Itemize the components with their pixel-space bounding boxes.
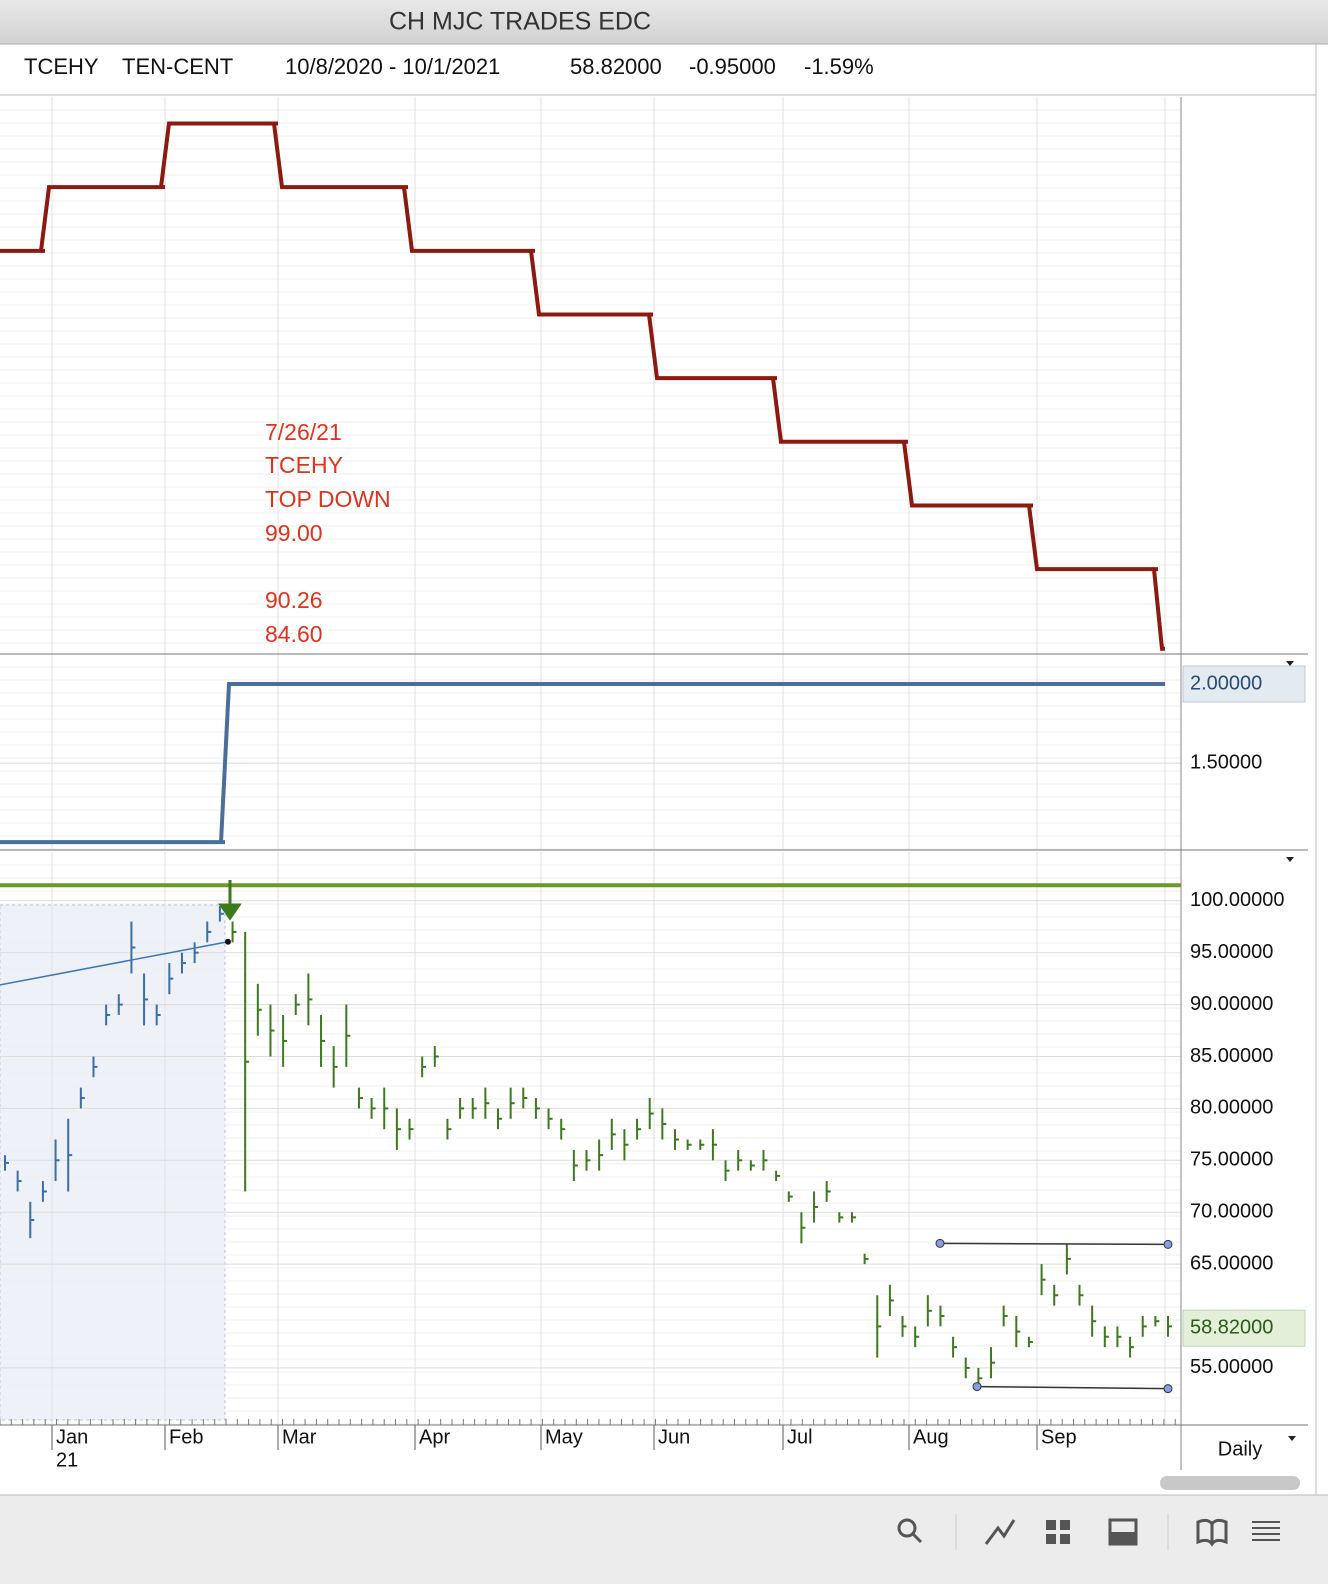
y-tick-label: 100.00000 (1190, 889, 1285, 911)
x-tick-label: Feb (169, 1426, 203, 1448)
x-tick-label: Jan (56, 1426, 88, 1448)
signal-arrow (218, 880, 242, 921)
step-line (902, 441, 1033, 508)
y-tick-label: 90.00000 (1190, 993, 1273, 1015)
step-line (159, 121, 278, 188)
trend-handle (1163, 1384, 1173, 1394)
y-tick-label: 55.00000 (1190, 1356, 1273, 1378)
trend-handle (1163, 1239, 1173, 1249)
step-line (529, 250, 653, 317)
step-line (647, 314, 777, 381)
step-line (402, 186, 535, 253)
change-percent: -1.59% (804, 54, 874, 79)
y-tick-label: 85.00000 (1190, 1045, 1273, 1067)
annotation: TCEHY (265, 452, 343, 478)
draw-icon[interactable] (984, 1519, 1016, 1545)
step-line (1027, 505, 1158, 572)
company: TEN-CENT (122, 54, 233, 79)
step-line (219, 682, 1165, 843)
timeframe[interactable]: Daily (1218, 1438, 1262, 1460)
last-value-box (1182, 1309, 1306, 1347)
annotation: 90.26 (265, 587, 323, 613)
x-tick-label: Jun (658, 1426, 690, 1448)
change: -0.95000 (689, 54, 776, 79)
y-tick-label: 95.00000 (1190, 941, 1273, 963)
title-bar (0, 0, 1328, 44)
step-line (39, 185, 165, 252)
step-line (771, 377, 908, 444)
x-tick-label: Aug (913, 1426, 949, 1448)
last-price: 58.82000 (570, 54, 662, 79)
search-icon[interactable] (897, 1518, 917, 1538)
x-tick-label: Sep (1041, 1426, 1077, 1448)
x-tick-label: May (545, 1426, 583, 1448)
plot: 1.50000 2.00000 55.00000 65.00000 70.00000 75… (0, 121, 1306, 1450)
last-value-label: 58.82000 (1190, 1317, 1273, 1339)
window-title: CH MJC TRADES EDC (389, 8, 651, 36)
date-range: 10/8/2020 - 10/1/2021 (285, 54, 500, 79)
annotation: 99.00 (265, 520, 323, 546)
trend-handle (935, 1238, 945, 1248)
search-icon[interactable] (911, 1532, 923, 1544)
step-line (1152, 568, 1165, 651)
last-value-box (1182, 665, 1306, 703)
x-tick-label: Mar (282, 1426, 317, 1448)
trend-handle (972, 1382, 982, 1392)
last-value-label: 2.00000 (1190, 672, 1262, 694)
y-tick-label: 65.00000 (1190, 1252, 1273, 1274)
y-tick-label: 70.00000 (1190, 1200, 1273, 1222)
year-label: 21 (56, 1449, 78, 1471)
layout-icon[interactable] (1110, 1532, 1136, 1544)
y-tick-label: 1.50000 (1190, 751, 1262, 773)
symbol: TCEHY (24, 54, 99, 79)
y-tick-label: 80.00000 (1190, 1097, 1273, 1119)
selection-region (0, 904, 226, 1421)
scrollbar[interactable] (1160, 1476, 1300, 1490)
annotation: 84.60 (265, 621, 323, 647)
book-icon[interactable] (1196, 1518, 1228, 1547)
step-line (272, 123, 408, 190)
annotation: 7/26/21 (265, 419, 342, 445)
x-tick-label: Jul (787, 1426, 813, 1448)
trendline (976, 1385, 1169, 1390)
annotation: TOP DOWN (265, 486, 391, 512)
grid-icon[interactable] (1046, 1520, 1070, 1544)
y-tick-label: 75.00000 (1190, 1149, 1273, 1171)
x-tick-label: Apr (419, 1426, 450, 1448)
grid (0, 97, 1181, 1425)
moving-average (0, 941, 229, 986)
list-icon[interactable] (1252, 1521, 1280, 1541)
trendline (939, 1242, 1169, 1246)
anchor-point (225, 938, 231, 945)
toolbar (0, 1495, 1328, 1584)
